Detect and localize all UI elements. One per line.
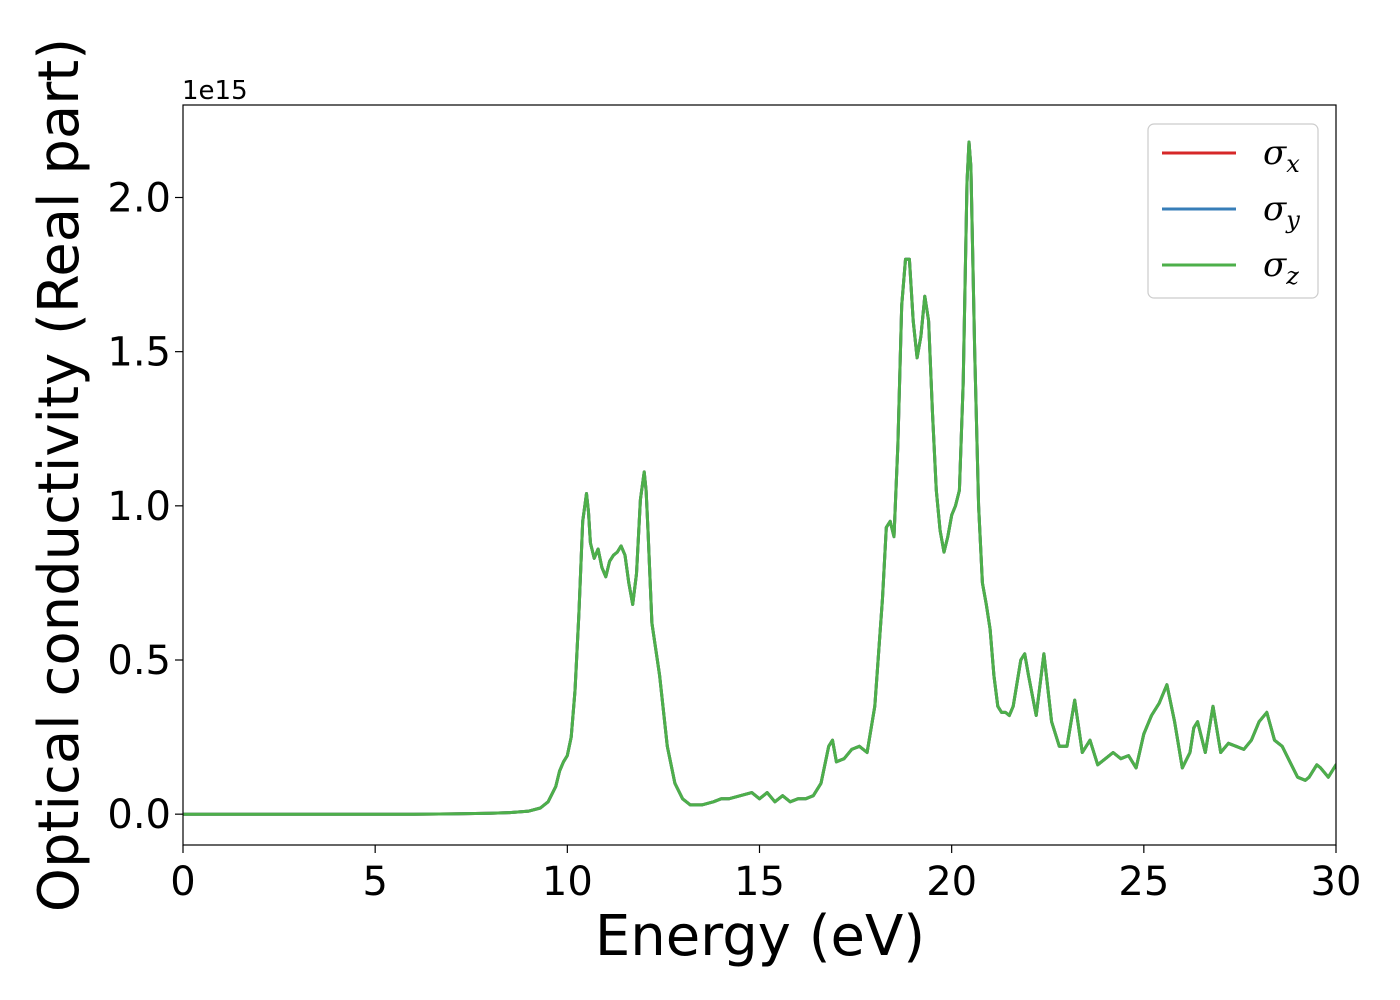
x-tick-label: 15	[734, 859, 785, 905]
x-axis-label: Energy (eV)	[595, 904, 925, 969]
legend: σx σy σz	[1147, 123, 1319, 299]
legend-label-z: σz	[1263, 245, 1299, 290]
x-tick-label: 25	[1118, 859, 1169, 905]
x-tick-label: 0	[170, 859, 195, 905]
y-tick-label: 1.5	[107, 330, 171, 376]
x-tick-label: 20	[926, 859, 977, 905]
y-tick-label: 0.0	[107, 792, 171, 838]
x-tick-label: 10	[542, 859, 593, 905]
y-tick-label: 1.0	[107, 484, 171, 530]
plot-area	[183, 140, 1336, 816]
legend-label-y: σy	[1263, 189, 1300, 234]
x-tick-label: 30	[1311, 859, 1362, 905]
legend-label-x: σx	[1263, 133, 1300, 178]
y-tick-label: 2.0	[107, 176, 171, 222]
y-axis-label: Optical conductivity (Real part)	[27, 38, 92, 912]
series-line-z	[183, 140, 1336, 816]
x-tick-label: 5	[362, 859, 387, 905]
legend-box	[1147, 123, 1319, 299]
axes: 0 5 10 15 20 25 30 0.0 0.5 1.0 1.5 2.0	[107, 104, 1362, 905]
y-offset-label: 1e15	[182, 76, 248, 106]
y-tick-label: 0.5	[107, 638, 171, 684]
